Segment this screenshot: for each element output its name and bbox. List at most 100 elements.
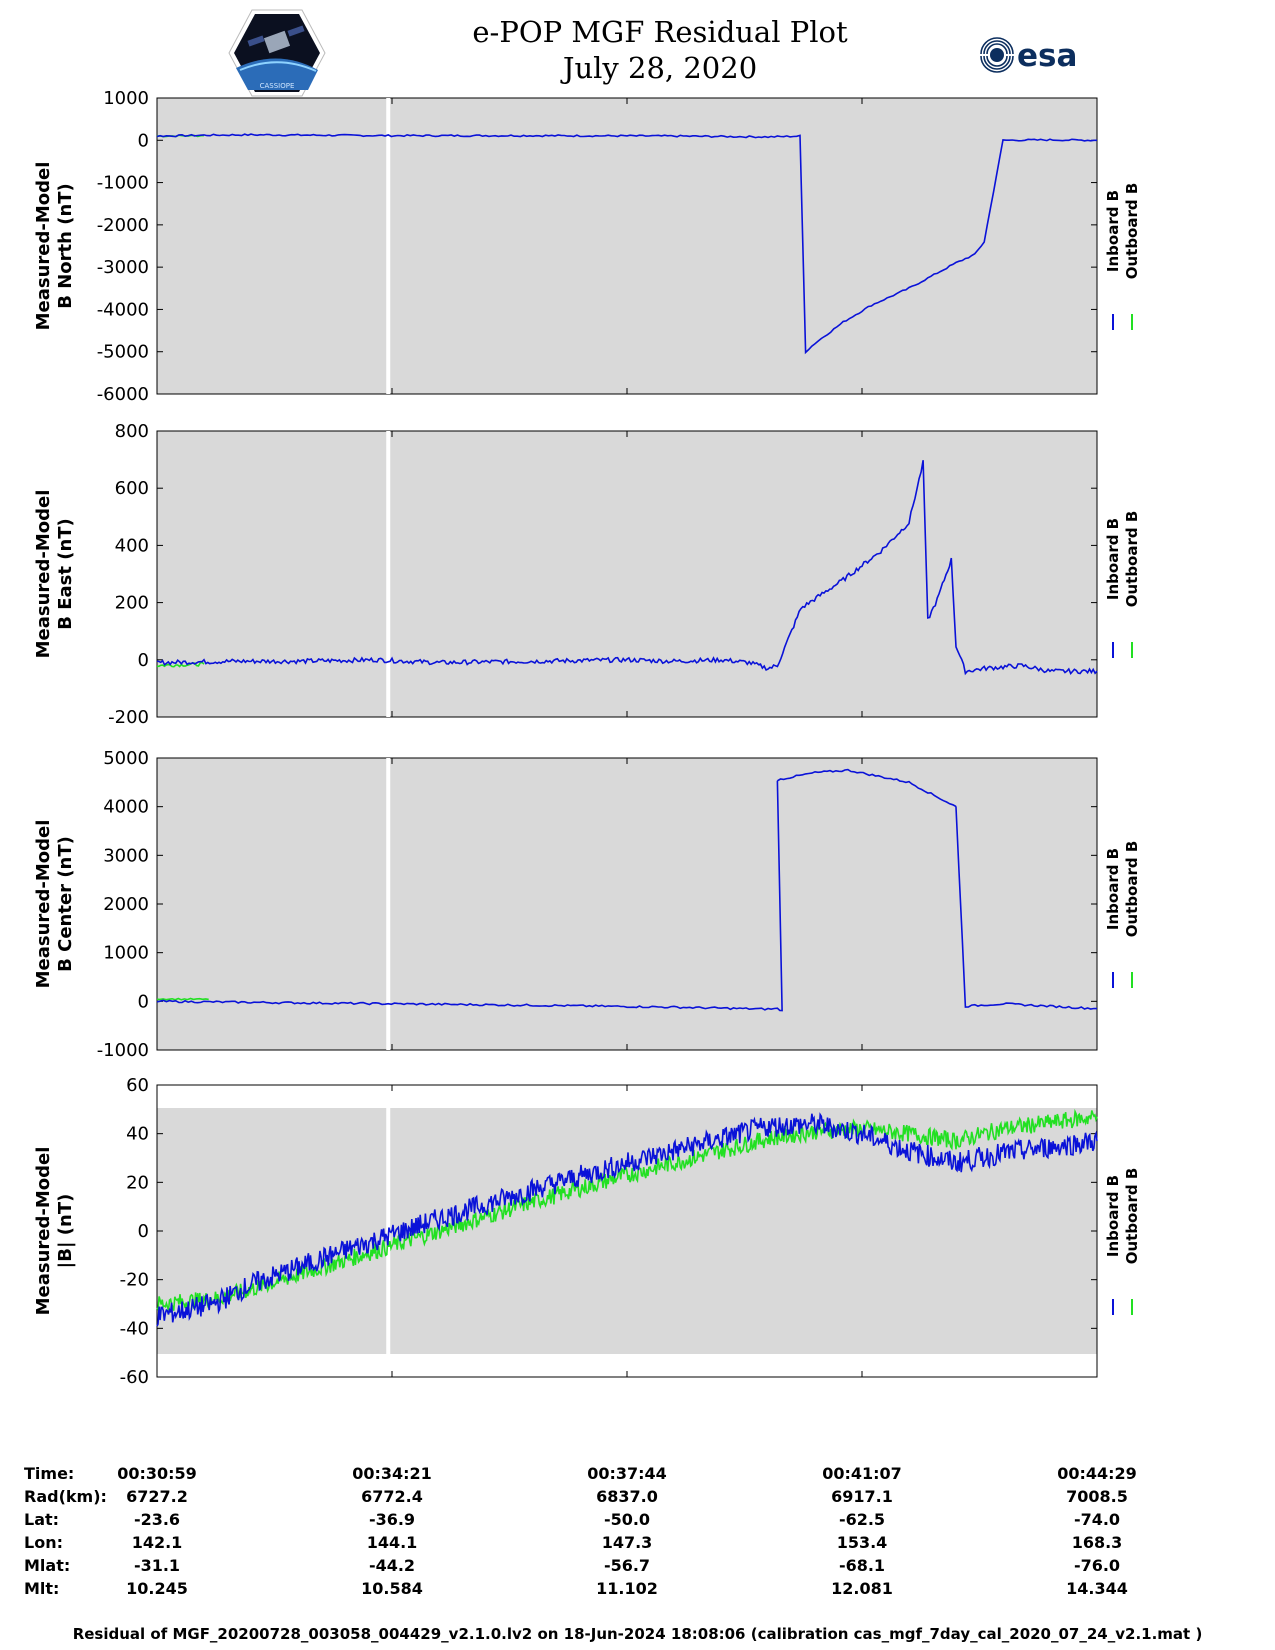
y-tick-label: 0 — [138, 650, 149, 671]
info-cell: 144.1 — [366, 1533, 418, 1552]
panel-north: 1000 0 -1000 -2000 -3000 -4000 -5000 -6000 Measu… — [33, 88, 1141, 405]
info-cell: 00:37:44 — [587, 1464, 667, 1483]
info-row-label: Lon: — [24, 1533, 63, 1552]
svg-text:CASSIOPE: CASSIOPE — [260, 82, 295, 90]
y-tick-label: 4000 — [103, 797, 149, 818]
orbit-info-table: Time: 00:30:59 00:34:21 00:37:44 00:41:07 00:… — [0, 1464, 1275, 1614]
info-cell: -44.2 — [368, 1556, 416, 1575]
info-cell: -76.0 — [1073, 1556, 1121, 1575]
y-tick-label: -2000 — [97, 215, 149, 236]
info-cell: 10.584 — [361, 1579, 423, 1598]
info-cell: 6837.0 — [596, 1487, 658, 1506]
y-tick-label: -6000 — [97, 384, 149, 405]
y-tick-label: 800 — [115, 421, 149, 442]
ylabel-line-1: Measured-Model — [33, 162, 54, 331]
footer-caption: Residual of MGF_20200728_003058_004429_v… — [72, 1625, 1203, 1643]
y-tick-label: 400 — [115, 535, 149, 556]
y-tick-label: 1000 — [103, 943, 149, 964]
outboard-series-line — [156, 997, 209, 1001]
y-tick-label: -1000 — [97, 1040, 149, 1061]
info-cell: -36.9 — [368, 1510, 416, 1529]
y-tick-label: 3000 — [103, 845, 149, 866]
info-cell: 00:44:29 — [1057, 1464, 1137, 1483]
legend-outboard-label: Outboard B — [1123, 511, 1141, 608]
y-tick-label: 0 — [138, 991, 149, 1012]
y-tick-label: 40 — [126, 1124, 149, 1145]
legend-inboard-label: Inboard B — [1104, 518, 1122, 600]
info-cell: -68.1 — [838, 1556, 886, 1575]
outboard-series-line — [156, 1108, 1098, 1312]
legend-inboard-label: Inboard B — [1104, 190, 1122, 272]
ylabel-line-2: |B| (nT) — [55, 1194, 76, 1269]
info-cell: 168.3 — [1071, 1533, 1123, 1552]
y-tick-label: -60 — [120, 1367, 149, 1388]
ylabel-line-2: B North (nT) — [55, 183, 76, 309]
panel-north-ylabel: Measured-ModelB North (nT) — [33, 162, 76, 331]
info-row-label: Lat: — [24, 1510, 60, 1529]
info-cell: 153.4 — [836, 1533, 888, 1552]
y-tick-label: 20 — [126, 1172, 149, 1193]
y-tick-label: 60 — [126, 1075, 149, 1096]
info-cell: 6772.4 — [361, 1487, 423, 1506]
y-tick-label: 5000 — [103, 748, 149, 769]
info-cell: 00:30:59 — [117, 1464, 197, 1483]
info-cell: 12.081 — [831, 1579, 893, 1598]
info-cell: 00:41:07 — [822, 1464, 902, 1483]
panel-east-ylabel: Measured-ModelB East (nT) — [33, 490, 76, 659]
inboard-series-line — [156, 1112, 1098, 1327]
info-cell: 142.1 — [131, 1533, 183, 1552]
panel-center-ylabel: Measured-ModelB Center (nT) — [33, 820, 76, 989]
y-tick-label: 0 — [138, 1221, 149, 1242]
cassiope-mission-logo: CASSIOPE — [228, 8, 326, 98]
info-cell: -62.5 — [838, 1510, 886, 1529]
esa-logo: esa — [975, 32, 1105, 76]
legend-inboard-label: Inboard B — [1104, 848, 1122, 930]
panel-magnitude: 60 40 20 0 -20 -40 -60 Measured-Model|B| (nT) In… — [33, 1075, 1141, 1388]
inboard-series-line — [156, 768, 1098, 1012]
ylabel-line-1: Measured-Model — [33, 490, 54, 659]
panel-magnitude-background — [157, 1108, 1097, 1354]
panel-magnitude-ylabel: Measured-Model|B| (nT) — [33, 1147, 76, 1316]
y-tick-label: -40 — [120, 1318, 149, 1339]
y-tick-label: 1000 — [103, 88, 149, 109]
info-row-label: Time: — [24, 1464, 75, 1483]
info-cell: 11.102 — [596, 1579, 658, 1598]
info-row-label: Rad(km): — [24, 1487, 107, 1506]
panel-north-background — [157, 98, 1097, 394]
info-cell: 7008.5 — [1066, 1487, 1128, 1506]
y-tick-label: -3000 — [97, 257, 149, 278]
info-cell: 147.3 — [601, 1533, 653, 1552]
panel-east: 800 600 400 200 0 -200 Measured-ModelB East (n… — [33, 421, 1141, 728]
y-tick-label: 600 — [115, 478, 149, 499]
info-row-label: Mlt: — [24, 1579, 60, 1598]
panel-east-background — [157, 431, 1097, 717]
y-tick-label: -4000 — [97, 299, 149, 320]
y-tick-label: -5000 — [97, 342, 149, 363]
info-cell: -50.0 — [603, 1510, 651, 1529]
y-tick-label: -1000 — [97, 173, 149, 194]
y-tick-label: -200 — [108, 707, 149, 728]
panel-center: 5000 4000 3000 2000 1000 0 -1000 Measured-Model… — [33, 748, 1141, 1061]
inboard-series-line — [156, 133, 1097, 355]
inboard-series-line — [156, 460, 1098, 676]
y-tick-label: 0 — [138, 130, 149, 151]
info-cell: -74.0 — [1073, 1510, 1121, 1529]
ylabel-line-2: B Center (nT) — [55, 836, 76, 972]
ylabel-line-1: Measured-Model — [33, 820, 54, 989]
legend-outboard-label: Outboard B — [1123, 1168, 1141, 1265]
plot-panels: 10000-1000-2000-3000-4000-5000-6000Measu… — [33, 88, 1141, 1388]
legend-outboard-label: Outboard B — [1123, 183, 1141, 280]
info-cell: 6917.1 — [831, 1487, 893, 1506]
title-line-2: July 28, 2020 — [562, 51, 758, 85]
info-cell: 14.344 — [1066, 1579, 1128, 1598]
ylabel-line-2: B East (nT) — [55, 518, 76, 630]
y-tick-label: 2000 — [103, 894, 149, 915]
info-cell: -23.6 — [133, 1510, 181, 1529]
panel-center-background — [157, 758, 1097, 1050]
info-cell: 6727.2 — [126, 1487, 188, 1506]
svg-text:esa: esa — [1017, 38, 1077, 74]
info-cell: -31.1 — [133, 1556, 181, 1575]
info-cell: 10.245 — [126, 1579, 188, 1598]
outboard-series-line — [156, 661, 205, 668]
